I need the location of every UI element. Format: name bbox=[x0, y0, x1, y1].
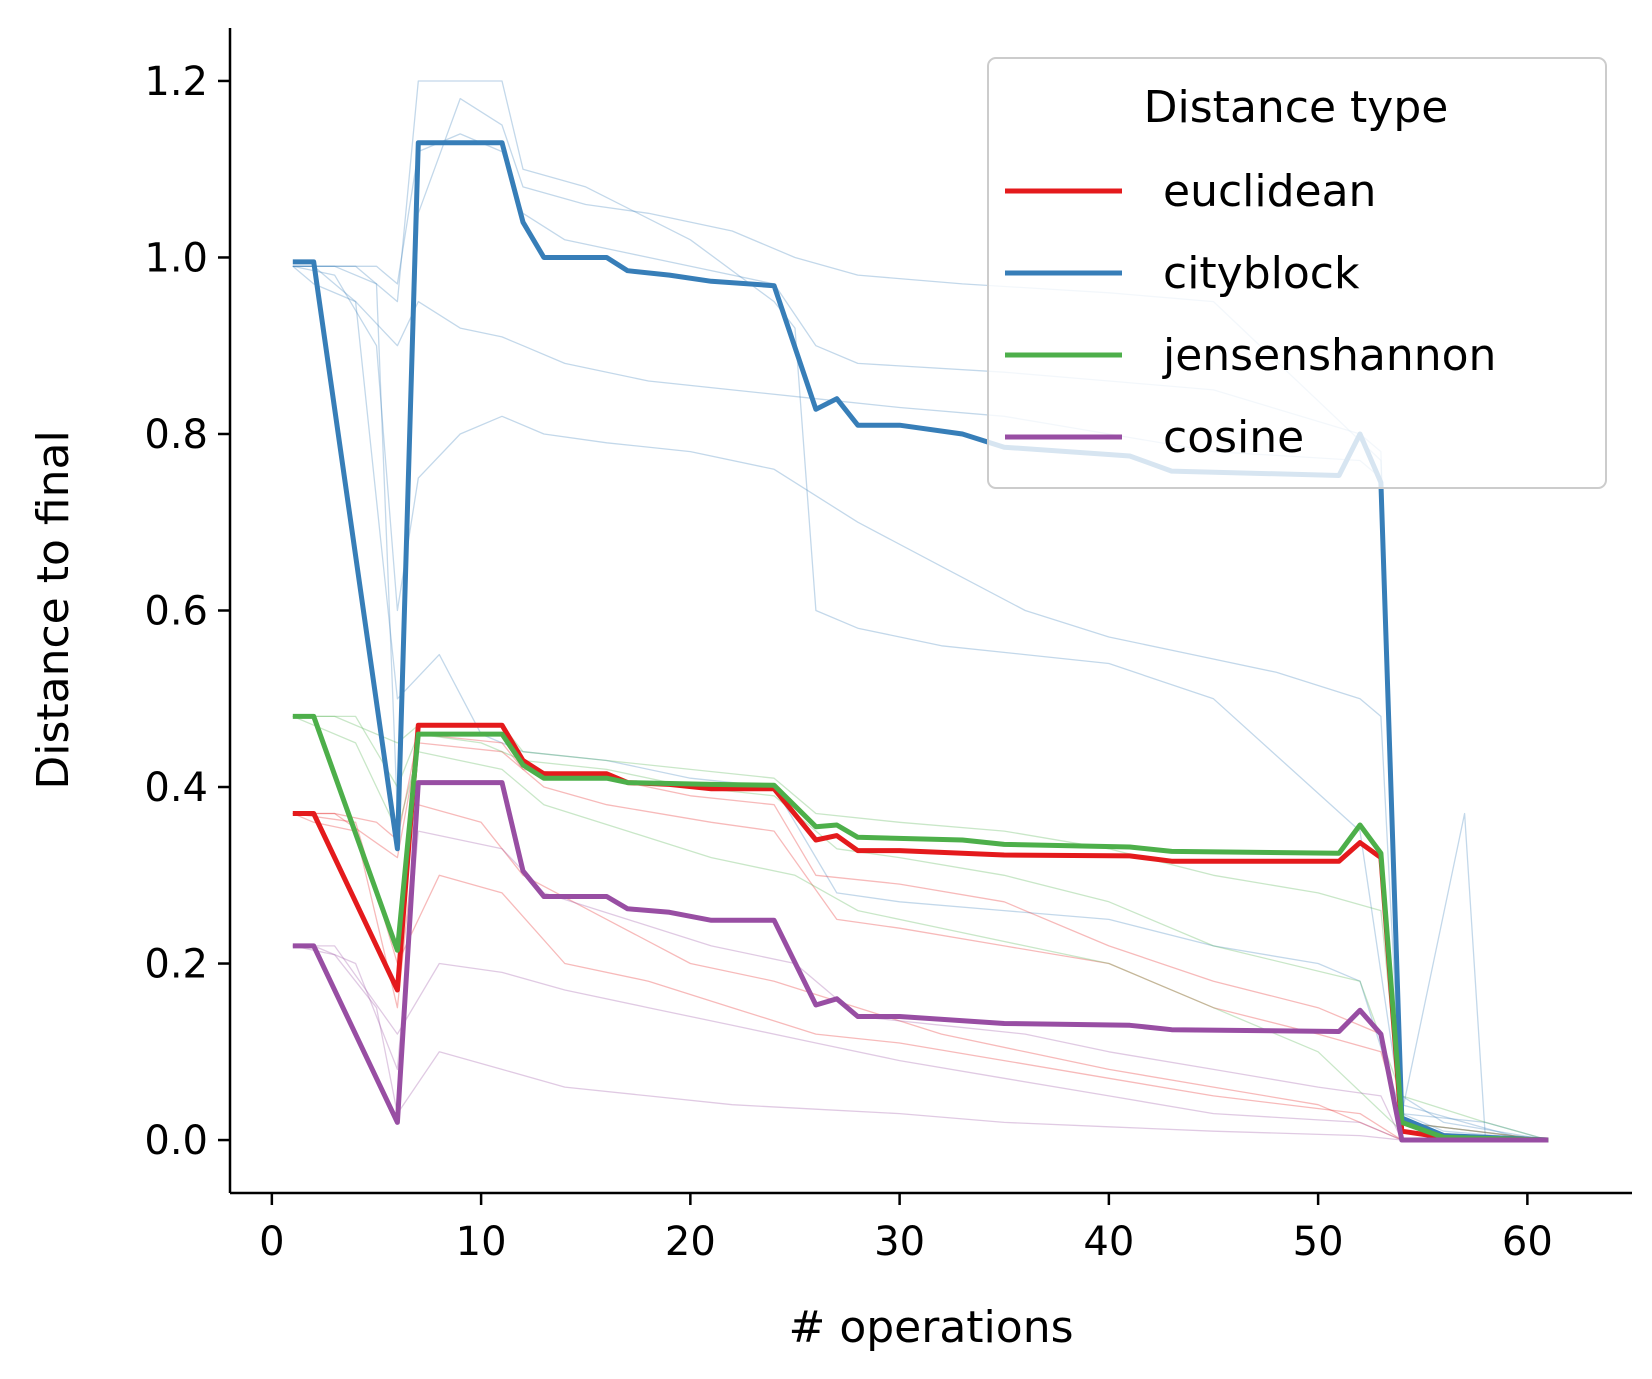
legend-title: Distance type bbox=[1144, 82, 1449, 133]
y-tick-label: 1.0 bbox=[144, 235, 208, 281]
x-axis-label: # operations bbox=[788, 1302, 1073, 1353]
background-trace-4 bbox=[292, 80, 1549, 1141]
x-tick-label: 50 bbox=[1293, 1219, 1344, 1265]
legend-label: cityblock bbox=[1163, 248, 1360, 299]
legend-item-cosine: cosine bbox=[1005, 412, 1304, 463]
legend-item-jensenshannon: jensenshannon bbox=[1005, 330, 1496, 381]
y-axis-label: Distance to final bbox=[28, 430, 79, 789]
x-tick-label: 10 bbox=[456, 1219, 507, 1265]
legend-item-cityblock: cityblock bbox=[1005, 248, 1360, 299]
legend-label: euclidean bbox=[1163, 166, 1376, 217]
series-line-jensenshannon bbox=[292, 713, 1549, 1143]
background-trace-9 bbox=[292, 812, 1549, 1141]
background-trace-13 bbox=[292, 945, 1549, 1141]
series-line-euclidean bbox=[292, 722, 1549, 1143]
x-tick-label: 30 bbox=[874, 1219, 925, 1265]
background-trace-15 bbox=[292, 945, 1549, 1141]
x-tick-label: 0 bbox=[259, 1219, 284, 1265]
y-tick-label: 1.2 bbox=[144, 59, 208, 105]
x-tick-label: 20 bbox=[665, 1219, 716, 1265]
series-line-cosine bbox=[292, 780, 1549, 1143]
y-tick-label: 0.0 bbox=[144, 1118, 208, 1164]
y-tick-label: 0.8 bbox=[144, 412, 208, 458]
legend-item-euclidean: euclidean bbox=[1005, 166, 1376, 217]
y-tick-label: 0.6 bbox=[144, 589, 208, 635]
legend-label: jensenshannon bbox=[1162, 330, 1496, 381]
x-tick-label: 40 bbox=[1083, 1219, 1134, 1265]
x-ticks: 0 10 20 30 40 50 60 bbox=[259, 1193, 1553, 1265]
y-tick-label: 0.4 bbox=[144, 765, 208, 811]
y-ticks: 0.0 0.2 0.4 0.6 0.8 1.0 1.2 bbox=[144, 59, 230, 1164]
legend-items: euclidean cityblock jensenshannon cosine bbox=[1005, 166, 1496, 463]
x-tick-label: 60 bbox=[1502, 1219, 1553, 1265]
legend-label: cosine bbox=[1163, 412, 1304, 463]
axes: 0 10 20 30 40 50 60 0.0 0.2 0.4 0.6 0.8 1.0 1.2 bbox=[144, 28, 1632, 1265]
background-trace-10 bbox=[292, 715, 1549, 1141]
legend: Distance type euclidean cityblock jensensh… bbox=[987, 57, 1607, 489]
legend-box bbox=[987, 57, 1607, 489]
y-tick-label: 0.2 bbox=[144, 942, 208, 988]
